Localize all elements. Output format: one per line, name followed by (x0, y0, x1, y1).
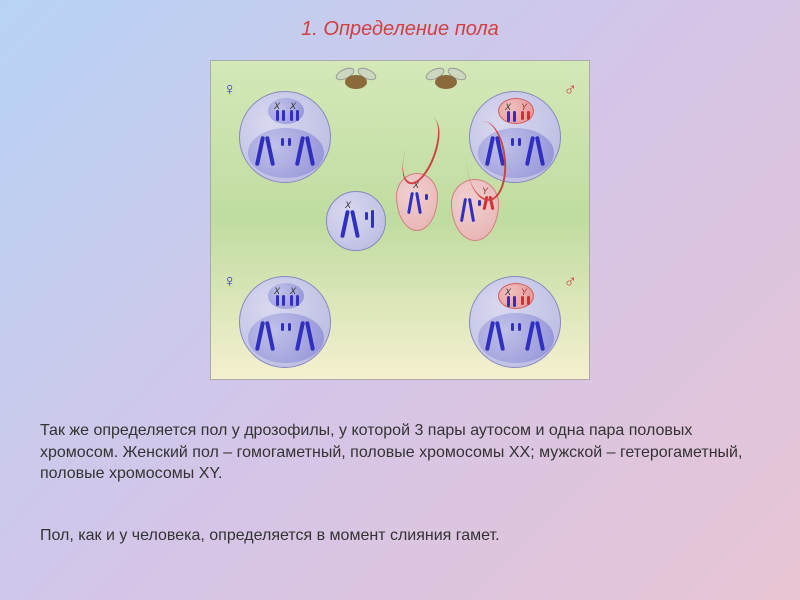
male-symbol-top: ♂ (564, 79, 578, 100)
description-paragraph-1: Так же определяется пол у дрозофилы, у к… (40, 420, 760, 485)
slide-title: 1. Определение пола (0, 18, 800, 41)
male-offspring-cell: X Y (469, 276, 561, 368)
fly-female (331, 63, 381, 98)
fly-male (421, 63, 471, 98)
female-symbol-bottom: ♀ (223, 271, 237, 292)
male-symbol-bottom: ♂ (564, 271, 578, 292)
female-offspring-cell: X X (239, 276, 331, 368)
description-paragraph-2: Пол, как и у человека, определяется в мо… (40, 525, 760, 547)
egg-cell: X (326, 191, 386, 251)
female-parent-cell: X X (239, 91, 331, 183)
sex-determination-diagram: ♀ ♂ X X X Y (210, 60, 590, 380)
female-symbol-top: ♀ (223, 79, 237, 100)
sperm-tail-x (395, 113, 447, 189)
